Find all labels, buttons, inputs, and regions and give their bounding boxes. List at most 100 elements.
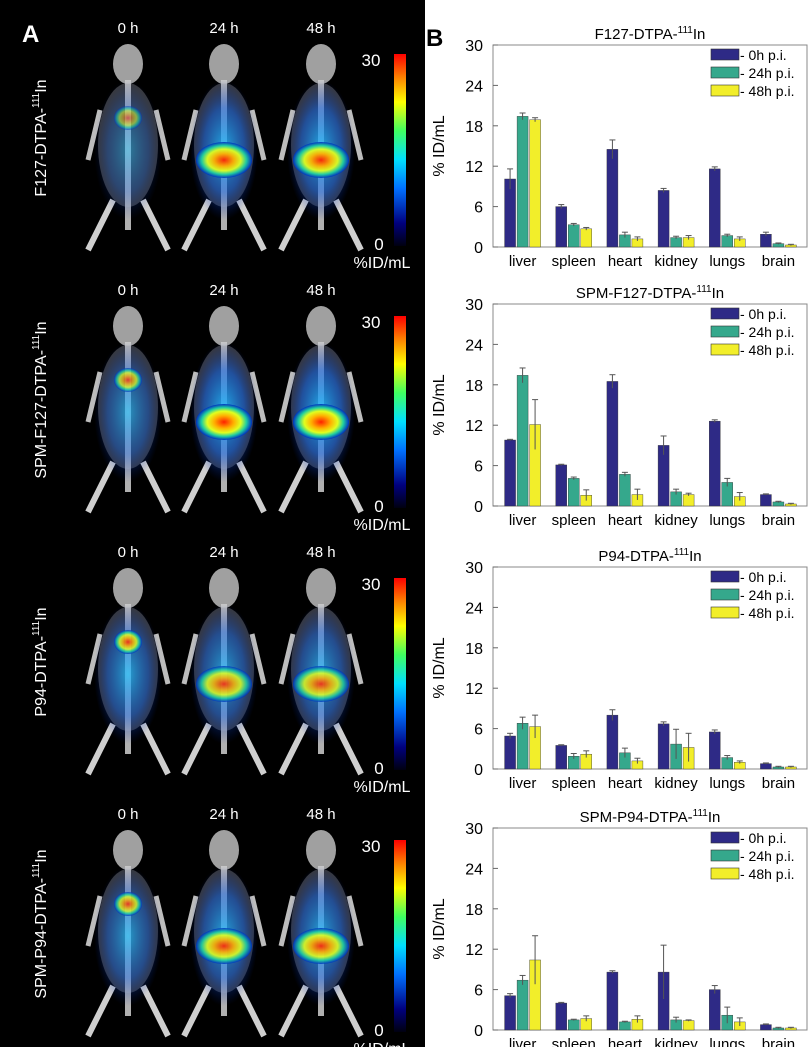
legend-label: - 0h p.i. [740,306,787,322]
chart-title: SPM-F127-DTPA-111In [576,284,724,302]
skull [113,306,143,346]
uptake-glow [94,342,162,482]
hindlimbs [278,722,364,776]
x-tick-label: kidney [654,253,698,270]
colorbar-max-label: 30 [362,51,381,70]
bar-chart: F127-DTPA-111In 0 6 12 18 24 30 % ID/mL liver spl… [431,25,808,270]
uptake-hotspot [114,368,142,392]
chart-title-superscript: 111 [678,25,694,36]
image-row: SPM-P94-DTPA-111In 0 h 24 h 48 h 30 0%ID/mL [31,806,411,1047]
chart-title-superscript: 111 [693,808,709,819]
legend-label: - 48h p.i. [740,866,794,882]
hindlimbs [181,460,267,514]
y-axis-label: % ID/mL [431,898,448,959]
bar [721,235,733,248]
colorbar-min-label: 0 [374,497,383,516]
bar [709,989,721,1031]
mouse-scan [278,568,364,776]
image-row: SPM-F127-DTPA-111In 0 h 24 h 48 h 30 0%ID/mL [31,282,411,534]
skull [113,830,143,870]
bar [555,464,567,507]
bar [709,731,721,770]
bar [670,237,682,248]
chart-title-end: In [689,548,702,565]
y-axis-label: % ID/mL [431,374,448,435]
bar [606,149,619,248]
chart-title: F127-DTPA-111In [595,25,706,43]
uptake-glow [94,866,162,1006]
row-label-end: In [33,849,50,862]
skull [209,44,239,84]
y-tick-label: 0 [474,1023,483,1040]
mouse-scan [278,830,364,1038]
x-tick-label: spleen [552,1036,596,1047]
bar [606,971,619,1031]
colorbar-min-label: 0 [374,1021,383,1040]
x-tick-label: heart [608,512,643,529]
bar [606,381,619,507]
x-tick-label: heart [608,775,643,792]
y-tick-label: 12 [465,942,483,959]
y-tick-label: 18 [465,378,483,395]
x-tick-label: spleen [552,512,596,529]
legend-swatch [710,325,740,338]
uptake-hotspot [196,666,252,702]
bar [555,745,567,770]
uptake-hotspot [196,142,252,178]
panel-a-label: A [22,21,39,48]
mouse-scan [278,44,364,252]
y-tick-label: 30 [465,38,483,55]
y-tick-label: 18 [465,119,483,136]
hindlimbs [85,198,171,252]
plot-frame [492,827,808,1031]
bar [504,735,516,770]
skull [306,306,336,346]
uptake-hotspot [114,630,142,654]
legend-label: - 0h p.i. [740,569,787,585]
hindlimbs [181,722,267,776]
skull [306,44,336,84]
chart-title-main: P94-DTPA- [598,548,674,565]
legend-swatch [710,84,740,97]
hindlimbs [85,984,171,1038]
bar [760,494,772,507]
time-label: 24 h [209,20,238,37]
y-tick-label: 12 [465,681,483,698]
x-tick-label: spleen [552,253,596,270]
image-row: F127-DTPA-111In 0 h 24 h 48 h 30 0%ID/mL [31,20,411,272]
y-tick-label: 24 [465,78,483,95]
time-label: 0 h [118,20,139,37]
row-label-end: In [33,79,50,92]
bar [516,116,529,248]
time-label: 48 h [306,282,335,299]
uptake-hotspot [196,404,252,440]
x-tick-label: kidney [654,1036,698,1047]
x-tick-label: brain [762,775,795,792]
x-tick-label: liver [509,1036,537,1047]
row-label-main: SPM-F127-DTPA- [33,350,50,479]
hindlimbs [181,984,267,1038]
hindlimbs [278,984,364,1038]
chart-title-main: SPM-F127-DTPA- [576,285,697,302]
bar [606,714,619,770]
legend-swatch [710,343,740,356]
bar [682,494,695,507]
mouse-scan [278,306,364,514]
hindlimbs [278,460,364,514]
time-label: 0 h [118,806,139,823]
x-tick-label: lungs [709,253,745,270]
x-tick-label: liver [509,512,537,529]
skull [113,568,143,608]
row-label-end: In [33,607,50,620]
time-label: 24 h [209,544,238,561]
mouse-scan [85,306,171,514]
x-tick-label: lungs [709,1036,745,1047]
x-tick-label: liver [509,775,537,792]
x-tick-label: lungs [709,775,745,792]
row-label-superscript: 111 [31,334,42,350]
x-tick-label: kidney [654,512,698,529]
x-tick-label: heart [608,1036,643,1047]
colorbar-unit-label: %ID/mL [354,517,411,534]
time-label: 24 h [209,806,238,823]
